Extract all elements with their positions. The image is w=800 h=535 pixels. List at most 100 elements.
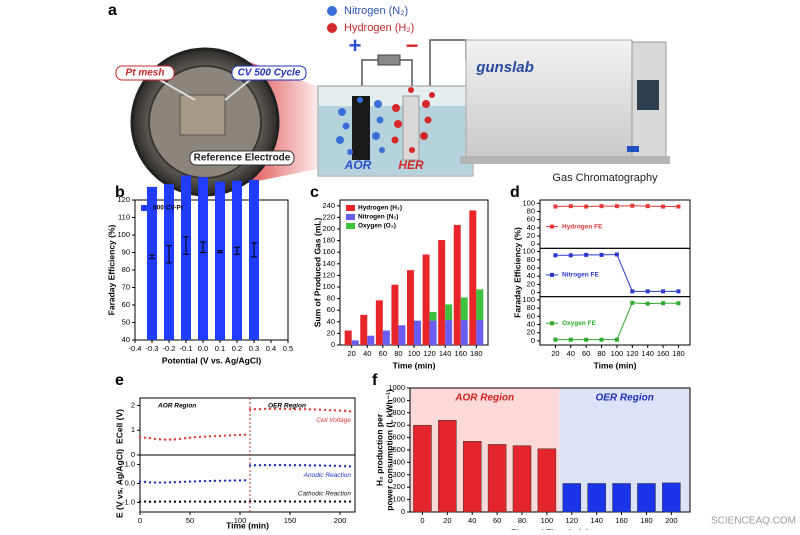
point [298,407,302,411]
point [318,464,322,467]
x-tick-label: 80 [394,349,402,358]
anode [352,96,370,160]
panel-letter: f [372,372,378,389]
point [183,436,187,440]
point [238,500,242,503]
y-tick-label: 100 [117,230,130,239]
x-tick-label: 40 [363,349,371,358]
point [208,479,212,483]
bar [344,330,352,345]
point [153,437,157,441]
point [348,410,352,413]
point [208,435,212,438]
point [318,408,322,411]
point [328,408,332,412]
point [273,500,277,503]
y-tick-label: -1.0 [122,497,135,506]
point [148,500,152,503]
y-tick-label: 20 [327,328,335,337]
x-tick-label: 150 [284,516,297,525]
point [278,500,282,503]
point [218,434,222,438]
point [193,435,197,439]
point [173,500,177,503]
gc-screen [637,80,659,110]
x-tick-label: -0.1 [180,344,193,353]
point [278,407,282,411]
point [238,433,242,437]
point [188,480,192,483]
point [233,433,237,437]
x-tick-label: 20 [443,516,451,525]
point [243,500,247,503]
y-axis-title: Sum of Produced Gas (mL) [312,218,322,328]
marker [645,301,650,306]
x-tick-label: 60 [582,349,590,358]
point [313,500,317,503]
y-axis-title: power consumption (L kWh⁻¹) [384,389,394,511]
point [213,500,217,503]
bar [232,180,242,340]
x-tick-label: 60 [493,516,501,525]
bar [198,177,208,340]
marker [599,337,604,342]
y-tick-label: 100 [522,247,535,256]
point [263,407,267,411]
panel-letter: a [108,2,117,19]
point [323,408,327,412]
point [158,481,162,484]
point [303,407,307,411]
legend-swatch [346,214,355,220]
x-tick-label: 0.3 [249,344,259,353]
point [218,479,222,483]
label-box [115,65,175,81]
point [268,463,272,467]
y-tick-label: 800 [392,408,405,417]
y-tick-label: 200 [322,224,335,233]
bar [445,320,453,345]
y-tick-label: 80 [122,265,130,274]
x-tick-label: -0.2 [163,344,176,353]
bar [476,320,484,345]
y-tick-label: 60 [122,300,130,309]
y-tick-label: 0 [331,340,335,349]
bar [445,304,453,321]
point [253,500,257,503]
point [333,500,337,503]
y-tick-label: 1 [131,425,135,434]
point [243,479,247,482]
bar [562,483,582,513]
bar [460,297,468,321]
x-tick-label: 100 [408,349,421,358]
x-tick-label: 120 [423,349,436,358]
her-label: HER [398,158,424,172]
point [258,464,262,467]
legend-dot [327,23,337,33]
point [343,465,347,468]
legend-label: Hydrogen (H₂) [358,205,402,212]
marker [584,204,589,209]
bar [398,325,406,345]
point [183,480,187,483]
nitrogen-label: Nitrogen (N₂) [344,5,408,17]
x-tick-label: 200 [334,516,347,525]
marker [614,204,619,209]
point [218,500,222,503]
cv-cycle-label: CV 500 Cycle [238,68,301,79]
plus-sign: + [349,33,362,58]
x-tick-label: 100 [541,516,554,525]
y-tick-label: 60 [527,263,535,272]
point [188,436,192,439]
y-axis-title: E (V vs. Ag/AgCl) [114,449,124,518]
y-tick-label: 0 [531,288,535,297]
y-tick-label: 400 [392,457,405,466]
point [348,500,352,503]
point [263,500,267,503]
bar [612,483,631,513]
bar [391,284,399,345]
y-axis-title: Faraday Efficiency (%) [106,224,116,315]
point [168,481,172,484]
point [288,407,292,411]
point [303,500,307,503]
x-axis-title: Time (min) [393,360,436,370]
